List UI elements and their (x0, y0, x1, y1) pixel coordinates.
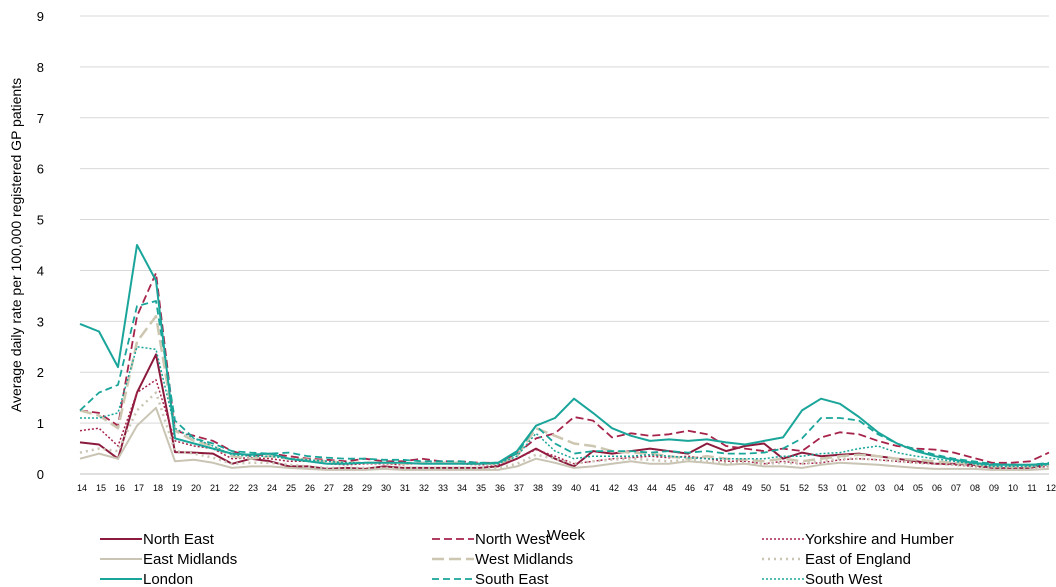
x-tick-label: 09 (989, 483, 999, 493)
x-tick-label: 29 (362, 483, 372, 493)
x-tick-label: 24 (267, 483, 277, 493)
legend: North East North West Yorkshire and Humber… (100, 531, 954, 587)
x-tick-label: 01 (837, 483, 847, 493)
y-tick-label: 4 (37, 263, 44, 278)
x-tick-label: 18 (153, 483, 163, 493)
series-lines (79, 244, 1050, 471)
x-tick-label: 03 (875, 483, 885, 493)
x-tick-label: 34 (457, 483, 467, 493)
x-tick-label: 16 (115, 483, 125, 493)
x-tick-label: 41 (590, 483, 600, 493)
x-tick-label: 06 (932, 483, 942, 493)
x-tick-label: 21 (210, 483, 220, 493)
x-tick-label: 38 (533, 483, 543, 493)
legend-label: East of England (805, 551, 911, 568)
x-tick-label: 20 (191, 483, 201, 493)
x-tick-label: 32 (419, 483, 429, 493)
x-tick-label: 02 (856, 483, 866, 493)
x-tick-label: 50 (761, 483, 771, 493)
x-tick-label: 17 (134, 483, 144, 493)
x-tick-label: 27 (324, 483, 334, 493)
x-tick-label: 36 (495, 483, 505, 493)
x-tick-label: 49 (742, 483, 752, 493)
series-line-north-east (79, 353, 1050, 470)
legend-label: Yorkshire and Humber (805, 531, 954, 548)
y-tick-label: 9 (37, 9, 44, 24)
x-tick-label: 26 (305, 483, 315, 493)
x-tick-label: 31 (400, 483, 410, 493)
x-tick-label: 19 (172, 483, 182, 493)
y-tick-label: 3 (37, 314, 44, 329)
series-line-yorkshire-and-humber (79, 379, 1050, 469)
x-tick-label: 28 (343, 483, 353, 493)
x-tick-label: 44 (647, 483, 657, 493)
x-tick-label: 42 (609, 483, 619, 493)
x-tick-label: 30 (381, 483, 391, 493)
legend-label: South East (475, 571, 549, 587)
series-line-south-west (80, 346, 1050, 468)
x-tick-label: 05 (913, 483, 923, 493)
x-tick-label: 14 (77, 483, 87, 493)
x-tick-label: 52 (799, 483, 809, 493)
x-tick-label: 46 (685, 483, 695, 493)
series-line-west-midlands (79, 314, 1050, 468)
series-line-east-midlands (79, 406, 1050, 471)
x-tick-label: 25 (286, 483, 296, 493)
x-tick-label: 08 (970, 483, 980, 493)
x-tick-label: 45 (666, 483, 676, 493)
x-tick-label: 53 (818, 483, 828, 493)
x-tick-label: 10 (1008, 483, 1018, 493)
x-tick-label: 04 (894, 483, 904, 493)
legend-label: North East (143, 531, 215, 548)
x-tick-label: 11 (1027, 483, 1036, 493)
x-tick-label: 40 (571, 483, 581, 493)
x-tick-label: 48 (723, 483, 733, 493)
x-tick-label: 33 (438, 483, 448, 493)
legend-label: South West (805, 571, 883, 587)
y-tick-label: 2 (37, 365, 44, 380)
x-tick-label: 51 (780, 483, 790, 493)
legend-label: North West (475, 531, 551, 548)
y-tick-label: 6 (37, 162, 44, 177)
series-line-north-west (79, 272, 1050, 464)
series-line-east-of-england (79, 391, 1050, 470)
x-axis-title: Week (547, 527, 586, 544)
x-tick-label: 43 (628, 483, 638, 493)
y-tick-label: 0 (37, 467, 44, 482)
legend-label: East Midlands (143, 551, 237, 568)
y-tick-label: 5 (37, 213, 44, 228)
series-line-south-east (79, 300, 1050, 466)
x-tick-label: 35 (476, 483, 486, 493)
x-tick-label: 15 (96, 483, 106, 493)
x-tick-label: 22 (229, 483, 239, 493)
legend-label: London (143, 571, 193, 587)
series-line-london (79, 244, 1050, 466)
legend-label: West Midlands (475, 551, 573, 568)
x-tick-label: 07 (951, 483, 961, 493)
y-tick-label: 8 (37, 60, 44, 75)
y-tick-label: 1 (37, 416, 44, 431)
x-tick-label: 23 (248, 483, 258, 493)
gridlines (80, 15, 1049, 424)
x-tick-label: 12 (1046, 483, 1056, 493)
x-tick-label: 37 (514, 483, 524, 493)
x-tick-label: 39 (552, 483, 562, 493)
x-tick-label: 47 (704, 483, 714, 493)
y-tick-label: 7 (37, 111, 44, 126)
y-axis-title: Average daily rate per 100,000 registere… (8, 78, 24, 412)
